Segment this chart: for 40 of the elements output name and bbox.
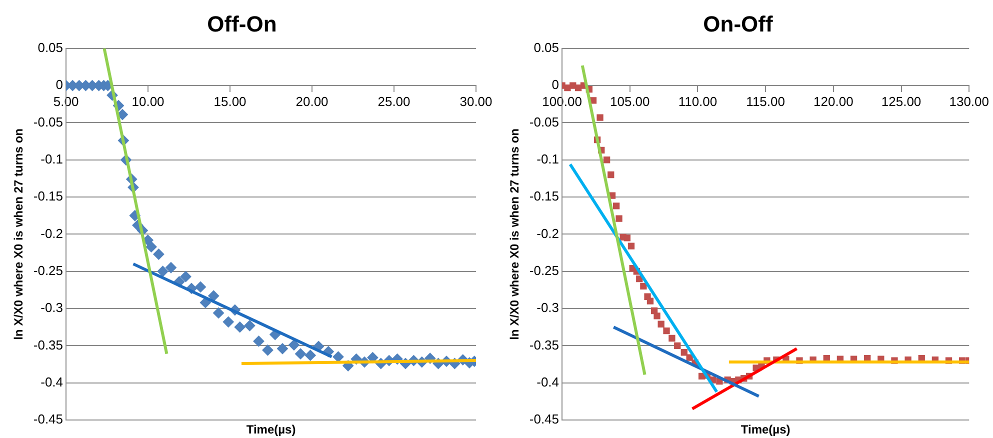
x-tick-label: 120.00 [814, 94, 854, 109]
x-tick-label: 130.00 [949, 94, 989, 109]
y-tick-label: -0.05 [529, 114, 560, 130]
x-axis-title: Time(µs) [246, 422, 296, 436]
x-tick-label: 30.00 [460, 94, 492, 109]
y-tick-label: 0.05 [38, 40, 64, 55]
y-axis-title: ln X/X0 where X0 is when 27 turns on [508, 128, 522, 340]
x-tick-label: 110.00 [678, 94, 718, 109]
x-tick-label: 115.00 [746, 94, 785, 109]
x-tick-label: 125.00 [881, 94, 922, 109]
x-tick-label: 15.00 [214, 94, 246, 109]
y-tick-label: -0.1 [536, 151, 560, 166]
x-axis-title: Time(µs) [740, 422, 790, 436]
x-tick-label: 105.00 [610, 94, 650, 109]
x-tick-label: 100.00 [542, 94, 582, 109]
chart-title: Off-On [207, 11, 277, 36]
y-axis-title: ln X/X0 where X0 is when 27 turns on [12, 128, 26, 340]
y-tick-label: 0 [552, 77, 560, 92]
y-tick-label: -0.1 [40, 151, 64, 166]
y-tick-label: -0.15 [529, 188, 560, 204]
y-tick-label: 0.05 [534, 40, 560, 55]
y-tick-label: -0.4 [536, 374, 560, 390]
y-tick-label: -0.15 [33, 188, 64, 204]
y-tick-label: -0.2 [536, 226, 560, 241]
y-tick-label: -0.35 [529, 337, 560, 352]
y-tick-label: -0.05 [33, 114, 64, 130]
y-tick-label: -0.3 [40, 300, 64, 316]
y-tick-label: -0.3 [536, 300, 560, 316]
x-tick-label: 10.00 [132, 94, 164, 109]
y-tick-label: -0.2 [40, 226, 64, 241]
y-tick-label: -0.25 [529, 262, 560, 278]
chart-title: On-Off [703, 11, 774, 36]
x-tick-label: 20.00 [296, 94, 328, 109]
y-tick-label: 0 [56, 77, 64, 92]
y-tick-label: -0.35 [33, 337, 64, 352]
y-tick-label: -0.25 [33, 262, 64, 278]
x-tick-label: 25.00 [378, 94, 410, 109]
y-tick-label: -0.45 [529, 412, 560, 427]
y-tick-label: -0.4 [40, 374, 64, 390]
y-tick-label: -0.45 [33, 412, 64, 427]
